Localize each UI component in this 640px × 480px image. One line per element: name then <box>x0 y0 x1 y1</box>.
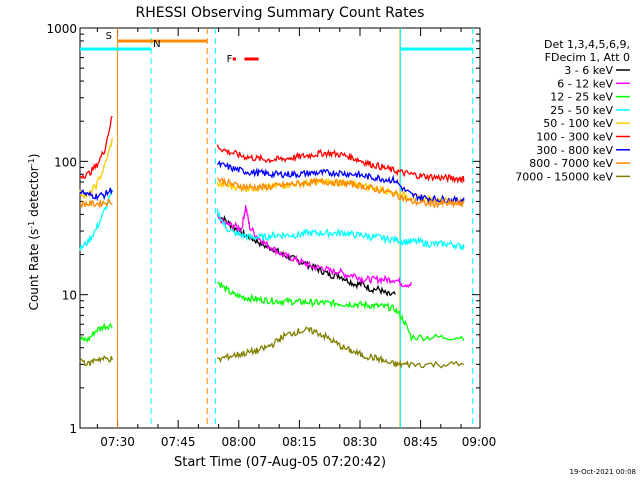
series-line <box>79 198 113 209</box>
series-line <box>216 208 465 251</box>
series-line <box>79 187 113 202</box>
x-tick-label: 08:00 <box>221 435 256 449</box>
footer-timestamp: 19-Oct-2021 00:08 <box>570 468 636 476</box>
x-tick-label: 07:30 <box>100 435 135 449</box>
y-tick-label: 10 <box>62 289 77 303</box>
series-line <box>79 115 113 180</box>
chart-title: RHESSI Observing Summary Count Rates <box>136 5 425 21</box>
legend-label: 3 - 6 keV <box>564 64 613 77</box>
legend-label: 6 - 12 keV <box>557 77 613 90</box>
legend: Det 1,3,4,5,6,9,FDecim 1, Att 03 - 6 keV… <box>515 38 630 183</box>
legend-label: 7000 - 15000 keV <box>515 170 613 183</box>
legend-label: 50 - 100 keV <box>543 117 613 130</box>
series-line <box>217 177 465 209</box>
legend-label: 100 - 300 keV <box>536 131 613 144</box>
x-tick-label: 08:15 <box>282 435 317 449</box>
series-line <box>79 322 113 343</box>
legend-label: 800 - 7000 keV <box>529 157 613 170</box>
series-line <box>79 189 113 251</box>
y-axis-label: Count Rate (s-1 detector-1) <box>27 154 42 311</box>
series-line <box>79 354 113 367</box>
plot-frame <box>79 27 481 429</box>
y-tick-label: 1 <box>69 422 77 436</box>
legend-header: Det 1,3,4,5,6,9, <box>544 38 630 51</box>
series-line <box>216 144 465 184</box>
x-tick-label: 07:45 <box>161 435 196 449</box>
y-tick-label: 100 <box>54 155 77 169</box>
series-line <box>216 205 412 289</box>
axis-ticks: 07:30 07:45 08:00 08:15 08:30 08:45 09:00 1 10 10… <box>46 22 496 449</box>
series-line <box>79 137 113 200</box>
x-axis-label: Start Time (07-Aug-05 07:20:42) <box>174 455 386 470</box>
marker-label-f: F <box>227 54 233 65</box>
data-series <box>79 115 465 370</box>
legend-label: 12 - 25 keV <box>550 91 613 104</box>
x-tick-label: 08:30 <box>343 435 378 449</box>
x-tick-label: 09:00 <box>462 435 497 449</box>
series-line <box>217 326 465 370</box>
y-tick-label: 1000 <box>46 22 77 36</box>
series-line <box>216 160 465 205</box>
legend-header: FDecim 1, Att 0 <box>545 51 630 64</box>
x-tick-label: 08:45 <box>403 435 438 449</box>
series-line <box>217 213 396 297</box>
mode-markers: S N F <box>80 31 473 65</box>
vertical-markers <box>117 28 474 428</box>
legend-label: 300 - 800 keV <box>536 144 613 157</box>
series-line <box>216 281 465 343</box>
marker-label-s: S <box>106 31 112 42</box>
marker-label-n: N <box>153 39 160 50</box>
legend-label: 25 - 50 keV <box>550 104 613 117</box>
